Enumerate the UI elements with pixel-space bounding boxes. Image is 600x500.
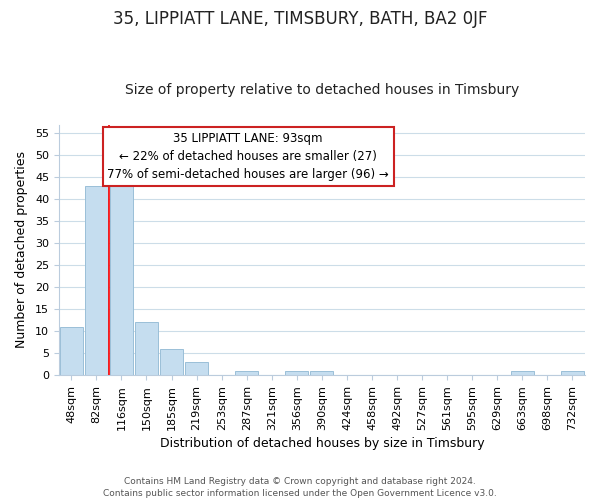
Bar — [310, 371, 334, 375]
Y-axis label: Number of detached properties: Number of detached properties — [15, 152, 28, 348]
Title: Size of property relative to detached houses in Timsbury: Size of property relative to detached ho… — [125, 83, 519, 97]
X-axis label: Distribution of detached houses by size in Timsbury: Distribution of detached houses by size … — [160, 437, 484, 450]
Bar — [511, 371, 534, 375]
Text: Contains HM Land Registry data © Crown copyright and database right 2024.
Contai: Contains HM Land Registry data © Crown c… — [103, 476, 497, 498]
Text: 35 LIPPIATT LANE: 93sqm
← 22% of detached houses are smaller (27)
77% of semi-de: 35 LIPPIATT LANE: 93sqm ← 22% of detache… — [107, 132, 389, 181]
Bar — [85, 186, 108, 375]
Bar — [110, 178, 133, 375]
Bar — [135, 322, 158, 375]
Text: 35, LIPPIATT LANE, TIMSBURY, BATH, BA2 0JF: 35, LIPPIATT LANE, TIMSBURY, BATH, BA2 0… — [113, 10, 487, 28]
Bar — [185, 362, 208, 375]
Bar — [235, 371, 258, 375]
Bar — [561, 371, 584, 375]
Bar — [286, 371, 308, 375]
Bar — [160, 349, 183, 375]
Bar — [60, 327, 83, 375]
